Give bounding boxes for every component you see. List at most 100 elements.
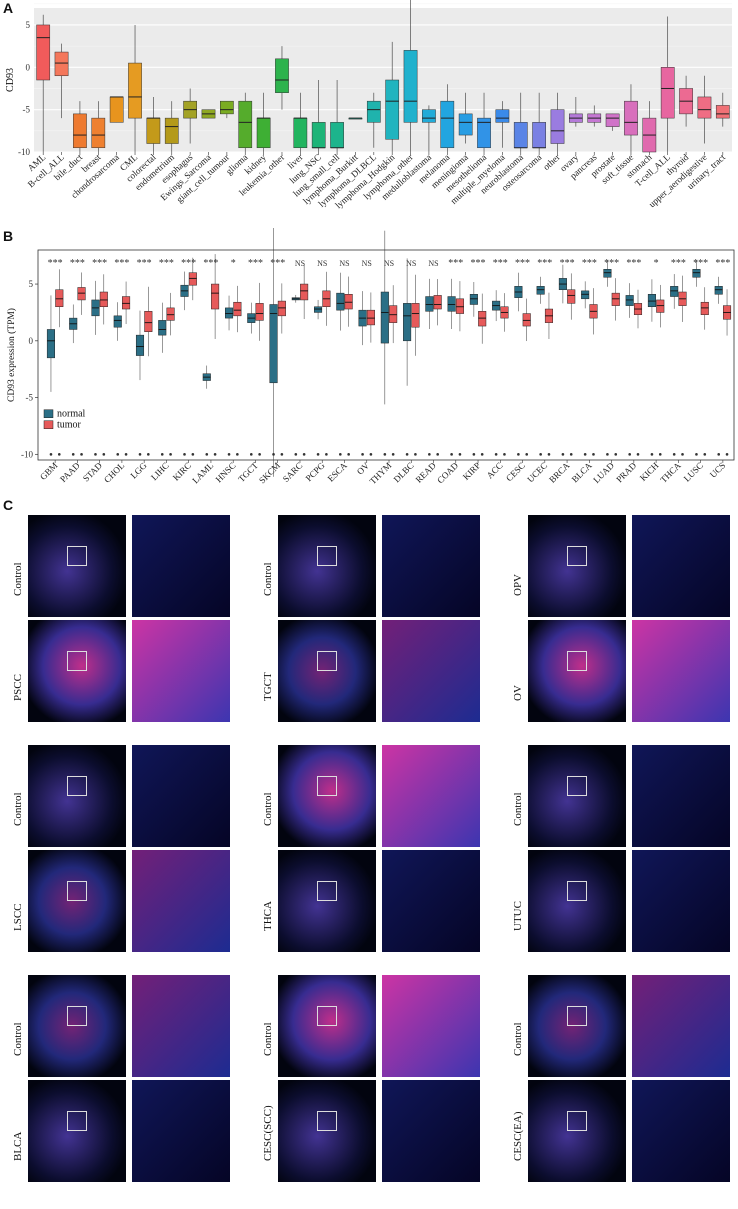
outlier-point: [213, 453, 217, 456]
panel-label-c: C: [3, 497, 14, 513]
outlier-point: [636, 453, 640, 456]
legend-swatch-tumor: [43, 420, 54, 429]
box-urinary_tract: [715, 105, 730, 119]
outlier-point: [681, 453, 684, 456]
outlier-point: [71, 453, 75, 456]
tissue-overview-image: [278, 850, 376, 952]
box-normal-DLBC: [403, 303, 412, 342]
box-tumor-SKCM: [277, 300, 286, 317]
box-lung_NSC: [311, 122, 326, 149]
outlier-point: [480, 453, 484, 456]
significance-label: ***: [248, 258, 263, 269]
box-AML: [36, 24, 51, 81]
box-melanoma: [440, 100, 455, 149]
outlier-point: [539, 453, 542, 456]
box-chondrosarcoma: [109, 96, 124, 123]
x-tick-label: THCA: [658, 460, 683, 485]
panel-c-microscopy: Control Control OPV PSCC TGCT OV Control Contro…: [0, 515, 738, 1209]
box-leukemia_other: [275, 58, 289, 93]
x-tick-label: LIHC: [149, 460, 171, 482]
box-normal-CHOL: [113, 315, 122, 328]
significance-label: ***: [515, 258, 530, 269]
x-tick-label: LAML: [190, 460, 215, 485]
tissue-zoom-image: [382, 850, 480, 952]
panel-label-b: B: [3, 228, 14, 244]
box-meningioma: [458, 113, 473, 136]
significance-label: ***: [560, 258, 575, 269]
tissue-overview-image: [528, 975, 626, 1077]
outlier-point: [116, 453, 120, 456]
outlier-point: [703, 453, 707, 456]
legend-swatch-normal: [43, 409, 54, 418]
significance-label: *: [654, 258, 659, 269]
zoom-region-box: [567, 545, 588, 566]
box-tumor-PAAD: [77, 287, 86, 301]
outlier-point: [94, 453, 97, 456]
tissue-overview-image: [28, 745, 126, 847]
tissue-overview-image: [278, 620, 376, 722]
x-tick-label: LUAD: [591, 460, 616, 485]
zoom-region-box: [67, 545, 88, 566]
tissue-zoom-image: [382, 745, 480, 847]
box-tumor-LIHC: [166, 307, 175, 321]
box-normal-THYM: [380, 291, 389, 344]
zoom-region-box: [317, 1110, 338, 1131]
zoom-region-box: [317, 545, 338, 566]
outlier-point: [49, 453, 53, 456]
significance-label: ***: [493, 258, 508, 269]
significance-label: ***: [181, 258, 196, 269]
zoom-region-box: [567, 1005, 588, 1026]
tissue-overview-image: [528, 745, 626, 847]
box-tumor-KIRP: [478, 311, 487, 327]
box-normal-UCS: [714, 286, 723, 295]
tissue-zoom-image: [382, 515, 480, 617]
y-tick-label: 5: [26, 20, 31, 30]
outlier-point: [316, 453, 320, 456]
box-tumor-LAML: [211, 283, 220, 310]
x-tick-label: UCS: [708, 460, 727, 479]
box-normal-KICH: [647, 294, 656, 308]
outlier-point: [124, 453, 128, 456]
x-tick-label: OV: [355, 460, 372, 477]
tissue-zoom-image: [382, 620, 480, 722]
x-tick-label: COAD: [435, 460, 460, 485]
tissue-zoom-image: [132, 1080, 230, 1182]
outlier-point: [436, 453, 439, 456]
x-tick-label: BRCA: [547, 460, 572, 485]
significance-label: NS: [317, 259, 327, 268]
tissue-zoom-image: [632, 620, 730, 722]
box-normal-THCA: [670, 286, 679, 297]
outlier-point: [369, 453, 373, 456]
box-glioma: [238, 100, 253, 149]
box-endometrium: [164, 117, 179, 144]
sample-label: Control: [12, 561, 24, 596]
outlier-point: [227, 453, 231, 456]
box-T-cell_ALL: [660, 67, 675, 119]
sample-label: Control: [262, 791, 274, 826]
box-mesothelioma: [477, 117, 491, 149]
outlier-point: [347, 453, 350, 456]
outlier-point: [592, 453, 595, 456]
y-tick-label: 0: [26, 62, 31, 72]
outlier-point: [294, 453, 298, 456]
outlier-point: [169, 453, 172, 456]
outlier-point: [405, 453, 409, 456]
box-normal-LUAD: [603, 269, 612, 278]
x-tick-label: SARC: [281, 460, 305, 484]
zoom-region-box: [567, 650, 588, 671]
box-tumor-THYM: [389, 305, 398, 323]
x-tick-label: CESC: [504, 460, 527, 483]
outlier-point: [672, 453, 676, 456]
box-bile_duct: [73, 113, 87, 149]
tissue-overview-image: [528, 515, 626, 617]
sample-label: BLCA: [12, 1131, 24, 1161]
outlier-point: [205, 453, 209, 456]
tissue-overview-image: [278, 975, 376, 1077]
significance-label: NS: [295, 259, 305, 268]
y-tick-label: 5: [29, 279, 34, 289]
outlier-point: [80, 453, 83, 456]
tissue-zoom-image: [382, 975, 480, 1077]
tissue-zoom-image: [632, 515, 730, 617]
x-tick-label: PAAD: [58, 460, 82, 484]
x-tick-label: KIRP: [461, 460, 483, 482]
